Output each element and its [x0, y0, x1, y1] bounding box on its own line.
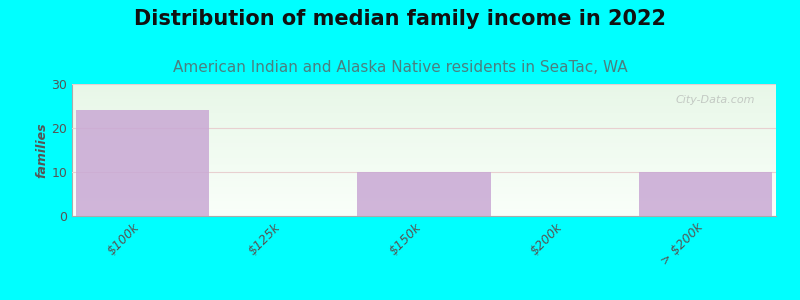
Text: City-Data.com: City-Data.com	[675, 94, 755, 105]
Text: Distribution of median family income in 2022: Distribution of median family income in …	[134, 9, 666, 29]
Bar	[357, 172, 491, 216]
Text: American Indian and Alaska Native residents in SeaTac, WA: American Indian and Alaska Native reside…	[173, 60, 627, 75]
Y-axis label: families: families	[35, 122, 49, 178]
Bar	[638, 172, 773, 216]
Bar	[75, 110, 210, 216]
